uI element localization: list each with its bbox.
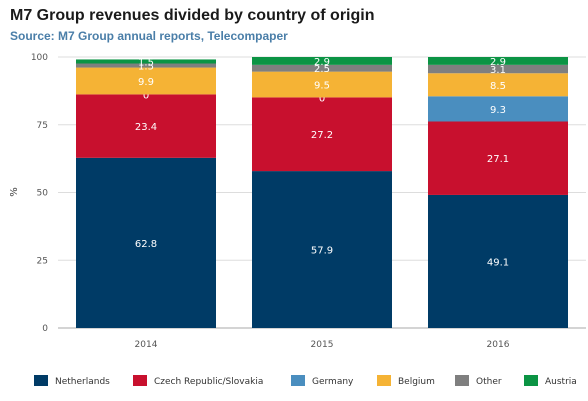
x-tick-label: 2016: [487, 340, 510, 350]
x-tick-label: 2014: [135, 340, 158, 350]
data-label: 0: [319, 93, 325, 104]
data-label: 9.3: [490, 105, 506, 116]
legend-swatch[interactable]: [34, 375, 48, 386]
bar-segment[interactable]: [76, 59, 216, 64]
bar-segment[interactable]: [252, 171, 392, 328]
bar-segment[interactable]: [428, 73, 568, 97]
data-label: 1.5: [138, 62, 154, 73]
bar-segment[interactable]: [76, 67, 216, 95]
data-label: 2.5: [314, 64, 330, 75]
legend-label[interactable]: Germany: [312, 377, 354, 387]
data-label: 2.9: [314, 57, 330, 68]
data-label: 0: [143, 90, 149, 101]
data-label: 8.5: [490, 81, 506, 92]
chart-title: M7 Group revenues divided by country of …: [10, 7, 375, 24]
x-tick-label: 2015: [311, 340, 334, 350]
bar-segment[interactable]: [428, 57, 568, 65]
legend-label[interactable]: Czech Republic/Slovakia: [154, 377, 263, 387]
bar-segment[interactable]: [76, 63, 216, 68]
bar-segment[interactable]: [76, 94, 216, 158]
bar-segment[interactable]: [428, 194, 568, 328]
data-label: 27.2: [311, 130, 333, 141]
axis-ticks: 0 25 50 75 100 2014 2015 2016: [31, 53, 510, 350]
y-tick-label: 0: [42, 324, 48, 334]
data-label: 57.9: [311, 246, 333, 257]
y-tick-label: 100: [31, 53, 48, 63]
y-axis-label: %: [9, 187, 20, 197]
legend-label[interactable]: Belgium: [398, 377, 435, 387]
legend-swatch[interactable]: [455, 375, 469, 386]
data-label: 1.5: [138, 57, 154, 68]
legend-swatch[interactable]: [377, 375, 391, 386]
legend-label[interactable]: Other: [476, 377, 502, 387]
bar-segment[interactable]: [252, 97, 392, 172]
bar-segment[interactable]: [428, 121, 568, 195]
y-tick-label: 50: [37, 189, 49, 199]
legend-swatch[interactable]: [524, 375, 538, 386]
y-tick-label: 25: [37, 256, 48, 266]
bars: 62.823.409.91.51.557.927.209.52.52.949.1…: [76, 57, 568, 328]
bar-segment[interactable]: [252, 64, 392, 72]
data-label: 3.1: [490, 65, 506, 76]
legend-swatch[interactable]: [133, 375, 147, 386]
data-label: 9.9: [138, 77, 154, 88]
legend: Netherlands Czech Republic/Slovakia German…: [34, 375, 577, 387]
data-label: 27.1: [487, 154, 509, 165]
bar-segment[interactable]: [252, 71, 392, 98]
data-label: 2.9: [490, 57, 506, 68]
data-label: 49.1: [487, 257, 509, 268]
data-label: 9.5: [314, 81, 330, 92]
legend-swatch[interactable]: [291, 375, 305, 386]
y-tick-label: 75: [37, 121, 48, 131]
data-label: 62.8: [135, 239, 157, 250]
bar-segment[interactable]: [76, 157, 216, 328]
legend-label[interactable]: Austria: [545, 377, 577, 387]
bar-segment[interactable]: [252, 57, 392, 65]
bar-segment[interactable]: [428, 64, 568, 74]
data-label: 23.4: [135, 122, 157, 133]
legend-label[interactable]: Netherlands: [55, 377, 110, 387]
bar-segment[interactable]: [428, 96, 568, 122]
chart-subtitle: Source: M7 Group annual reports, Telecom…: [10, 29, 288, 43]
